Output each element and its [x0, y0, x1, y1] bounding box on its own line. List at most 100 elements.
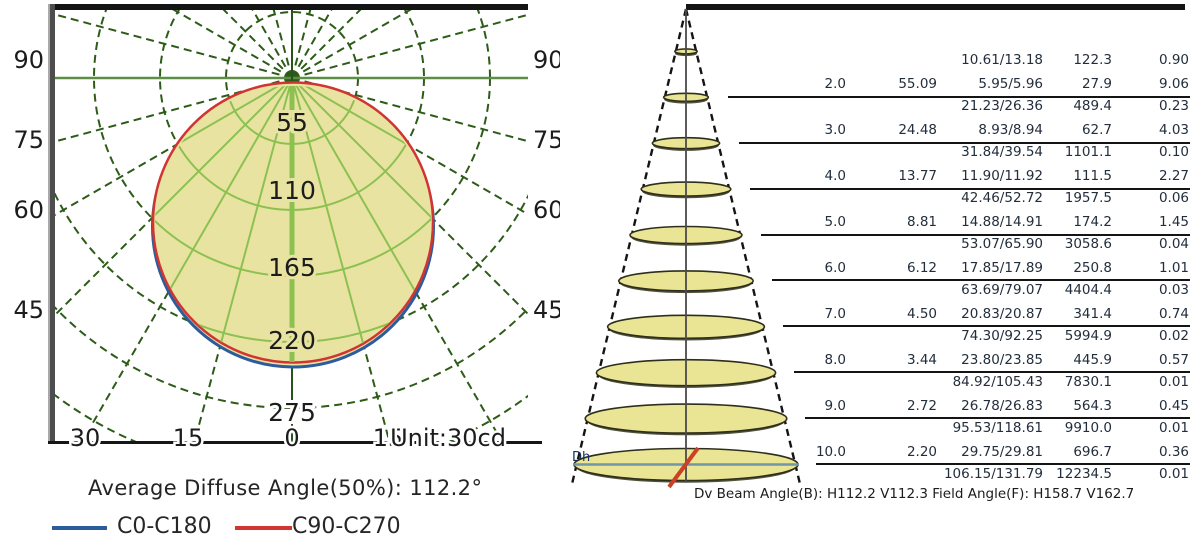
cell-center-illuminance: 3.44	[906, 351, 937, 368]
cell-beam-value: 4.03	[1158, 122, 1189, 139]
cell-field-value: 84.92/105.43	[952, 373, 1043, 390]
angle-label-bottom-0: 0	[284, 424, 299, 452]
cell-beam-value: 23.80/23.85	[961, 351, 1043, 368]
cell-field-value: 42.46/52.72	[961, 190, 1043, 207]
angle-label-right-45: 45	[533, 296, 560, 324]
table-row-line-4.0	[750, 187, 1190, 190]
dh-label: Dh	[572, 450, 590, 465]
cell-field-value: 0.90	[1158, 52, 1189, 69]
cell-distance: 6.0	[824, 259, 846, 276]
cell-field-value: 0.03	[1158, 281, 1189, 298]
cell-center-illuminance: 8.81	[906, 214, 937, 230]
cell-field-value: 0.01	[1158, 465, 1189, 482]
cell-field-value: 53.07/65.90	[961, 236, 1043, 252]
cell-distance: 4.0	[824, 168, 846, 185]
ring-label-275: 275	[268, 398, 316, 427]
cell-distance: 2.0	[824, 76, 846, 93]
legend-label-c0-c180: C0-C180	[117, 514, 212, 539]
table-row-line-6.0	[772, 279, 1190, 282]
cell-field-value: 3058.6	[1064, 236, 1112, 252]
cell-beam-value: 20.83/20.87	[961, 305, 1043, 322]
cell-center-illuminance: 55.09	[898, 76, 937, 93]
cell-beam-value: 14.88/14.91	[961, 214, 1043, 230]
cell-center-illuminance: 24.48	[898, 122, 937, 139]
angle-label-bottom-15r: 15	[373, 424, 404, 452]
cell-field-value: 21.23/26.36	[961, 98, 1043, 115]
cell-beam-value: 0.74	[1158, 305, 1189, 322]
table-row-line-3.0	[739, 141, 1190, 144]
cone-edge-right	[684, 8, 802, 485]
ring-label-55: 55	[276, 108, 308, 137]
table-row-line-5.0	[761, 233, 1190, 236]
cell-distance: 7.0	[824, 305, 846, 322]
cell-field-value: 4404.4	[1064, 281, 1112, 298]
cell-center-illuminance: 2.72	[906, 397, 937, 414]
dv-diameter-marker	[667, 446, 700, 489]
cell-beam-value: 0.57	[1158, 351, 1189, 368]
cell-center-illuminance: 2.20	[906, 443, 937, 460]
ring-label-165: 165	[268, 253, 316, 282]
cell-beam-value: 564.3	[1073, 397, 1112, 414]
top-frame-bar-left	[48, 4, 528, 10]
cell-beam-value: 26.78/26.83	[961, 397, 1043, 414]
unit-label: Unit:30cd	[390, 424, 506, 452]
cell-beam-value: 11.90/11.92	[961, 168, 1043, 185]
cell-field-value: 10.61/13.18	[961, 52, 1043, 69]
cell-distance: 3.0	[824, 122, 846, 139]
angle-label-left-60: 60	[13, 196, 44, 224]
cell-beam-value: 2.27	[1158, 168, 1189, 185]
cell-field-value: 489.4	[1073, 98, 1112, 115]
angle-label-left-75: 75	[13, 126, 44, 154]
cell-beam-value: 62.7	[1081, 122, 1112, 139]
cell-beam-value: 250.8	[1073, 259, 1112, 276]
legend-label-c90-c270: C90-C270	[292, 514, 401, 539]
cell-beam-value: 1.45	[1158, 214, 1189, 230]
cell-field-value: 0.04	[1158, 236, 1189, 252]
cell-distance: 8.0	[824, 351, 846, 368]
angle-label-bottom-15l: 15	[173, 424, 204, 452]
cell-field-value: 95.53/118.61	[952, 419, 1043, 436]
cell-field-value: 1101.1	[1064, 144, 1112, 161]
cell-distance: 5.0	[824, 214, 846, 230]
cell-field-value: 122.3	[1073, 52, 1112, 69]
cell-beam-value: 1.01	[1158, 259, 1189, 276]
cell-field-value: 63.69/79.07	[961, 281, 1043, 298]
legend-line-c0-c180	[52, 526, 107, 530]
cell-field-value: 74.30/92.25	[961, 327, 1043, 344]
top-frame-bar-right	[686, 4, 1185, 10]
table-row-line-8.0	[794, 371, 1190, 374]
polar-inner-grid	[155, 86, 431, 362]
cell-beam-value: 696.7	[1073, 443, 1112, 460]
cell-beam-value: 341.4	[1073, 305, 1112, 322]
cell-beam-value: 0.45	[1158, 397, 1189, 414]
cell-beam-value: 0.36	[1158, 443, 1189, 460]
cell-field-value: 12234.5	[1056, 465, 1112, 482]
cell-beam-value: 111.5	[1073, 168, 1112, 185]
ring-label-220: 220	[268, 326, 316, 355]
cell-center-illuminance: 13.77	[898, 168, 937, 185]
beam-field-angle-text: Dv Beam Angle(B): H112.2 V112.3 Field An…	[694, 486, 1135, 502]
illuminance-cone-diagram: Dh	[570, 8, 802, 489]
cell-beam-value: 9.06	[1158, 76, 1189, 93]
cell-field-value: 0.02	[1158, 327, 1189, 344]
cell-beam-value: 27.9	[1081, 76, 1112, 93]
angle-label-right-60: 60	[533, 196, 560, 224]
ring-label-110: 110	[268, 176, 316, 205]
cell-beam-value: 29.75/29.81	[961, 443, 1043, 460]
cell-center-illuminance: 4.50	[906, 305, 937, 322]
table-row-line-9.0	[805, 417, 1190, 420]
angle-label-left-45: 45	[13, 296, 44, 324]
average-diffuse-angle-text: Average Diffuse Angle(50%): 112.2°	[88, 476, 483, 500]
cell-field-value: 0.23	[1158, 98, 1189, 115]
cell-field-value: 9910.0	[1064, 419, 1112, 436]
cell-field-value: 0.01	[1158, 373, 1189, 390]
cell-beam-value: 17.85/17.89	[961, 259, 1043, 276]
cell-center-illuminance: 6.12	[906, 259, 937, 276]
legend-line-c90-c270	[235, 526, 292, 530]
table-row-line-2.0	[728, 95, 1190, 98]
cell-beam-value: 5.95/5.96	[978, 76, 1043, 93]
cell-distance: 10.0	[815, 443, 846, 460]
cell-beam-value: 445.9	[1073, 351, 1112, 368]
cell-field-value: 1957.5	[1064, 190, 1112, 207]
